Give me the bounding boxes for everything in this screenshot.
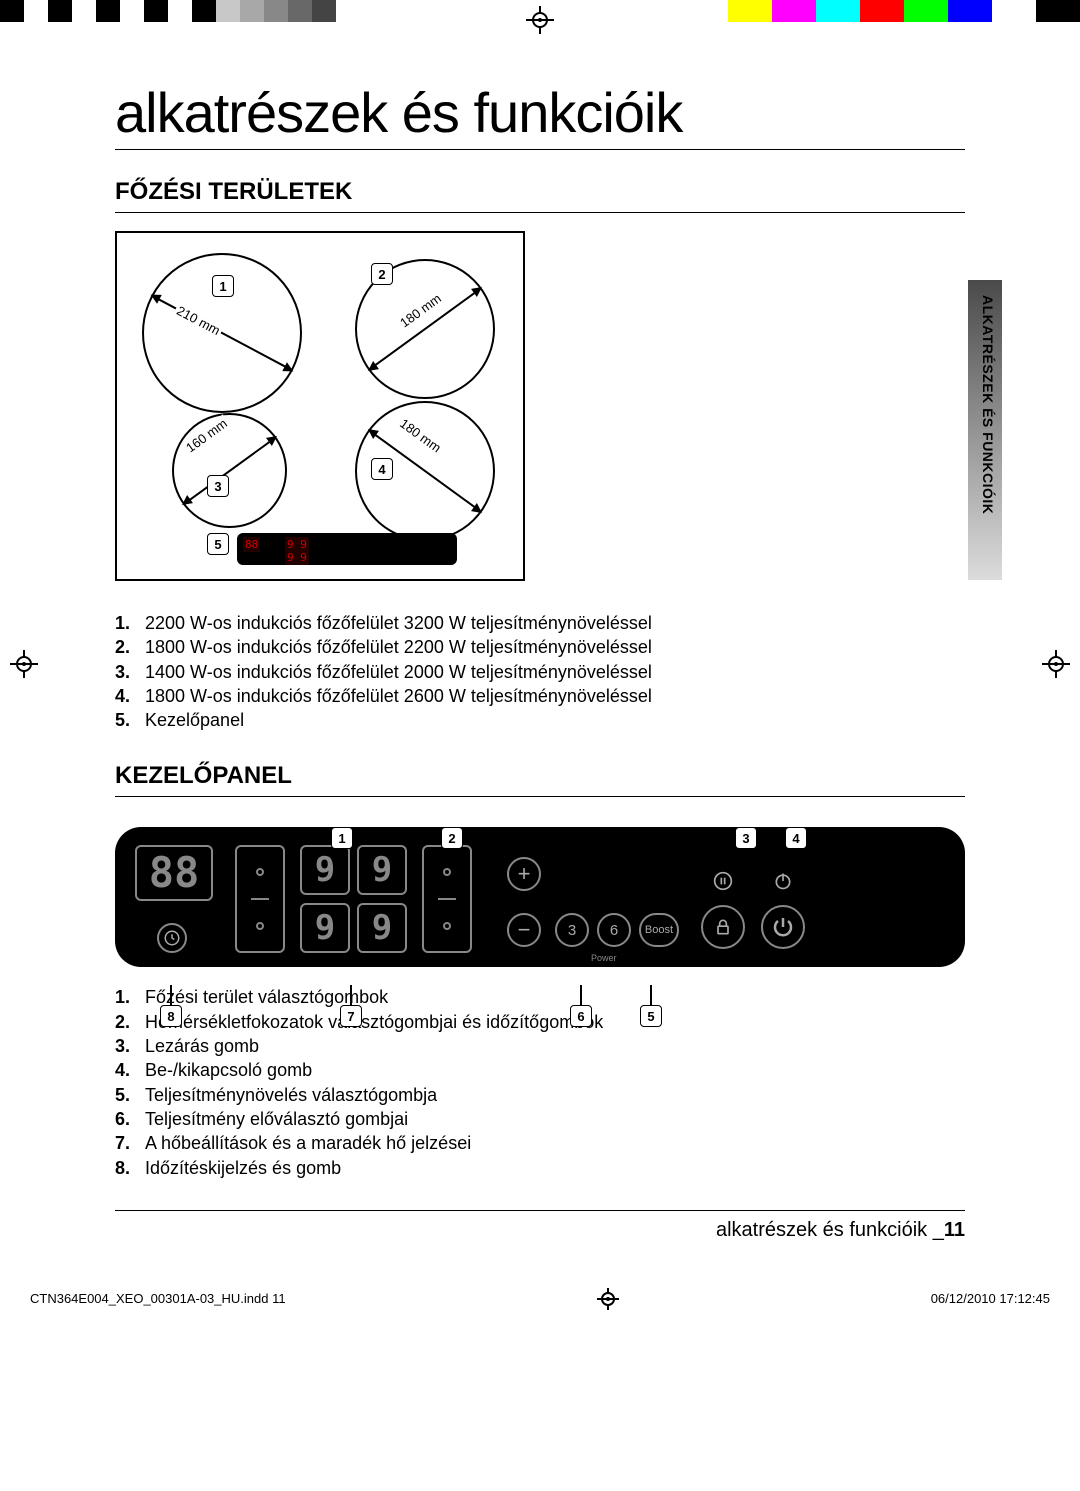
- timer-display: 88: [135, 845, 213, 901]
- callout-number: 3: [735, 827, 757, 849]
- registration-mark-icon: [1042, 650, 1070, 678]
- preset-6-button[interactable]: 6: [597, 913, 631, 947]
- heat-display-4: 9: [357, 903, 407, 953]
- registration-mark-icon: [597, 1288, 619, 1310]
- heat-display-2: 9: [357, 845, 407, 895]
- power-button[interactable]: [761, 905, 805, 949]
- heat-display-1: 9: [300, 845, 350, 895]
- list-item: 3.1400 W-os indukciós főzőfelület 2000 W…: [115, 660, 965, 684]
- list-item: 5.Kezelőpanel: [115, 708, 965, 732]
- callout-number: 2: [441, 827, 463, 849]
- page-body: alkatrészek és funkcióik ALKATRÉSZEK ÉS …: [0, 40, 1080, 1282]
- zone-selector-right: [422, 845, 472, 953]
- list-item: 3.Lezárás gomb: [115, 1034, 965, 1058]
- pause-icon[interactable]: [711, 869, 735, 893]
- minus-button[interactable]: −: [507, 913, 541, 947]
- cooking-zones-list: 1.2200 W-os indukciós főzőfelület 3200 W…: [115, 611, 965, 732]
- list-item: 2.1800 W-os indukciós főzőfelület 2200 W…: [115, 635, 965, 659]
- list-item: 8.Időzítéskijelzés és gomb: [115, 1156, 965, 1180]
- list-item: 4.1800 W-os indukciós főzőfelület 2600 W…: [115, 684, 965, 708]
- plus-button[interactable]: +: [507, 857, 541, 891]
- registration-mark-icon: [526, 6, 554, 34]
- print-timestamp: 06/12/2010 17:12:45: [931, 1291, 1050, 1306]
- list-item: 7.A hőbeállítások és a maradék hő jelzés…: [115, 1131, 965, 1155]
- callout-number: 1: [331, 827, 353, 849]
- side-tab-label: ALKATRÉSZEK ÉS FUNKCIÓIK: [980, 295, 996, 514]
- color-calibration-bar: [0, 0, 1080, 40]
- registration-mark-icon: [10, 650, 38, 678]
- print-footer: CTN364E004_XEO_00301A-03_HU.indd 11 06/1…: [0, 1282, 1080, 1320]
- section-heading-cooking-zones: FŐZÉSI TERÜLETEK: [115, 178, 965, 213]
- control-panel-list: 1.Főzési terület választógombok2.Hőmérsé…: [115, 985, 965, 1179]
- zone-number-label: 5: [207, 533, 229, 555]
- page-number: 11: [944, 1219, 965, 1241]
- power-standby-icon[interactable]: [771, 869, 795, 893]
- callout-number: 8: [160, 1005, 182, 1027]
- timer-digits: 88: [149, 852, 200, 894]
- callout-number: 5: [640, 1005, 662, 1027]
- callout-number: 4: [785, 827, 807, 849]
- list-item: 5.Teljesítménynövelés választógombja: [115, 1083, 965, 1107]
- footer-text: alkatrészek és funkcióik _: [716, 1219, 944, 1241]
- clock-icon: [157, 923, 187, 953]
- list-item: 1.2200 W-os indukciós főzőfelület 3200 W…: [115, 611, 965, 635]
- list-item: 2.Hőmérsékletfokozatok választógombjai é…: [115, 1010, 965, 1034]
- list-item: 1.Főzési terület választógombok: [115, 985, 965, 1009]
- section-heading-control-panel: KEZELŐPANEL: [115, 762, 965, 797]
- heat-display-3: 9: [300, 903, 350, 953]
- callout-number: 6: [570, 1005, 592, 1027]
- print-file-name: CTN364E004_XEO_00301A-03_HU.indd 11: [30, 1291, 286, 1306]
- zone-number-label: 2: [371, 263, 393, 285]
- zone-selector-left: [235, 845, 285, 953]
- zone-number-label: 4: [371, 458, 393, 480]
- control-panel-body: 88 9 9 9 9: [115, 827, 965, 967]
- zone-number-label: 3: [207, 475, 229, 497]
- boost-button[interactable]: Boost: [639, 913, 679, 947]
- list-item: 6.Teljesítmény előválasztó gombjai: [115, 1107, 965, 1131]
- page-footer: alkatrészek és funkcióik _11: [115, 1210, 965, 1242]
- cooktop-diagram: 88 9 9 9 9 210 mm1180 mm2160 mm3180 mm45: [115, 231, 525, 581]
- list-item: 4.Be-/kikapcsoló gomb: [115, 1058, 965, 1082]
- zone-number-label: 1: [212, 275, 234, 297]
- lock-button[interactable]: [701, 905, 745, 949]
- power-label: Power: [591, 953, 617, 963]
- page-title: alkatrészek és funkcióik: [115, 80, 965, 150]
- preset-3-button[interactable]: 3: [555, 913, 589, 947]
- callout-number: 7: [340, 1005, 362, 1027]
- control-panel-diagram: 88 9 9 9 9: [115, 827, 965, 967]
